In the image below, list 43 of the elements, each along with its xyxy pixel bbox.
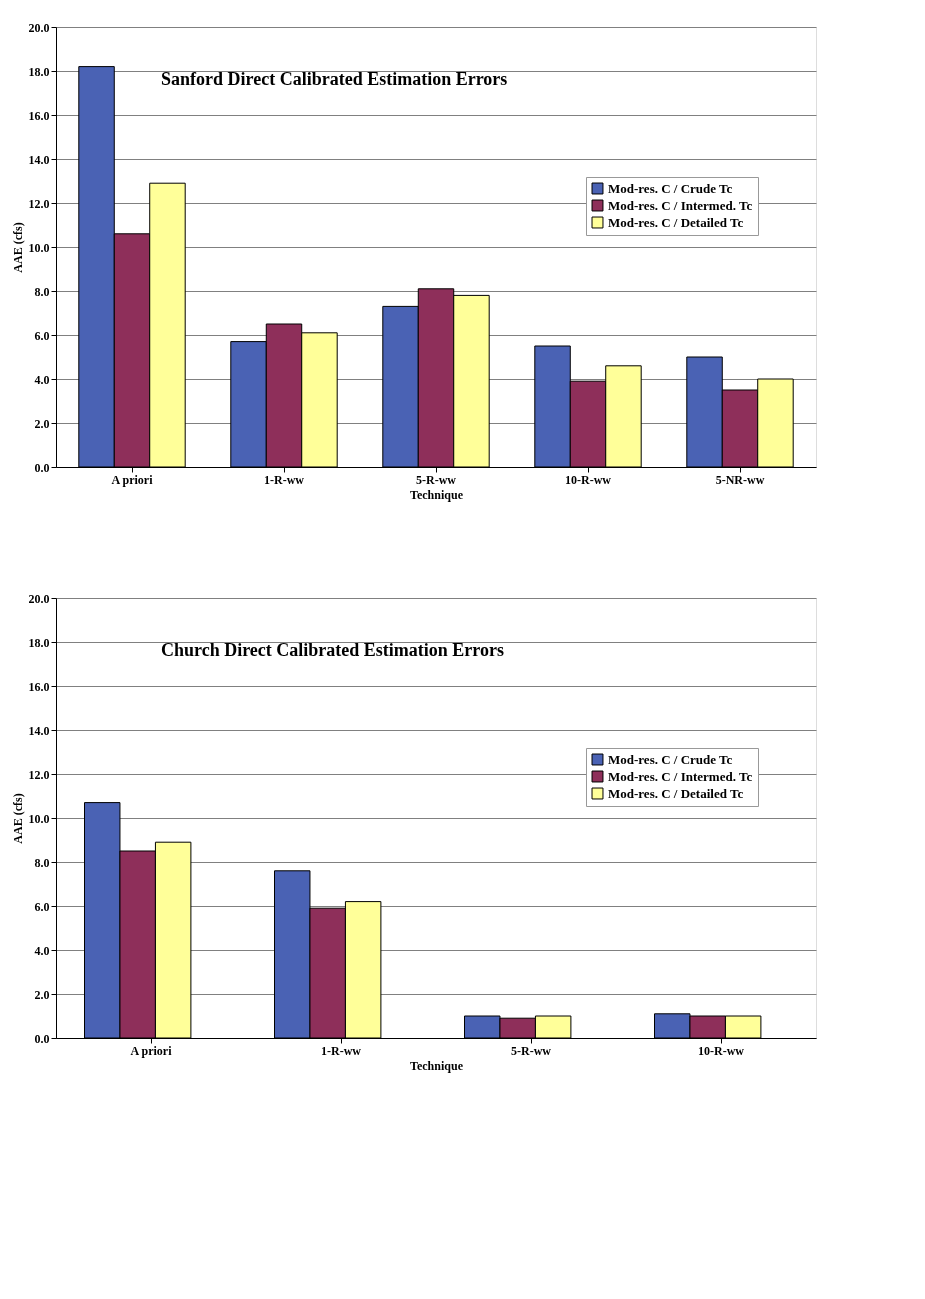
y-tick-label: 8.0 — [34, 284, 50, 299]
x-tick-label: 1-R-ww — [321, 1043, 362, 1058]
x-tick-label: 5-NR-ww — [715, 472, 765, 487]
x-axis-title: Technique — [410, 487, 464, 502]
y-tick-label: 12.0 — [28, 196, 50, 211]
x-tick-label: 10-R-ww — [565, 472, 612, 487]
y-axis-title: AAE (cfs) — [10, 793, 25, 844]
y-tick-label: 4.0 — [34, 372, 50, 387]
y-tick-label: 6.0 — [34, 899, 50, 914]
y-tick-label: 10.0 — [28, 240, 50, 255]
y-tick-label: 18.0 — [28, 635, 50, 650]
x-tick-label: A priori — [111, 472, 154, 487]
y-tick-label: 16.0 — [28, 679, 50, 694]
y-tick-label: 20.0 — [28, 591, 50, 606]
y-tick-label: 2.0 — [34, 416, 50, 431]
legend-label: Mod-res. C / Crude Tc — [608, 180, 733, 196]
y-tick-label: 0.0 — [34, 460, 50, 475]
text: Church Direct Calibrated Estimation Errors — [161, 639, 504, 660]
y-tick-label: 18.0 — [28, 64, 50, 79]
y-tick-label: 14.0 — [28, 723, 50, 738]
legend-label: Mod-res. C / Intermed. Tc — [608, 197, 753, 213]
x-tick-label: 5-R-ww — [416, 472, 457, 487]
legend-label: Mod-res. C / Crude Tc — [608, 751, 733, 767]
y-tick-label: 0.0 — [34, 1031, 50, 1046]
y-tick-label: 2.0 — [34, 987, 50, 1002]
y-tick-label: 4.0 — [34, 943, 50, 958]
x-tick-label: A priori — [130, 1043, 173, 1058]
legend-label: Mod-res. C / Detailed Tc — [608, 785, 744, 801]
y-tick-label: 8.0 — [34, 855, 50, 870]
x-tick-label: 5-R-ww — [511, 1043, 552, 1058]
y-tick-label: 20.0 — [28, 20, 50, 35]
legend-label: Mod-res. C / Intermed. Tc — [608, 768, 753, 784]
legend-label: Mod-res. C / Detailed Tc — [608, 214, 744, 230]
y-axis-title: AAE (cfs) — [10, 222, 25, 273]
y-tick-label: 16.0 — [28, 108, 50, 123]
x-tick-label: 1-R-ww — [264, 472, 305, 487]
x-axis-title: Technique — [410, 1058, 464, 1073]
y-tick-label: 14.0 — [28, 152, 50, 167]
text: Sanford Direct Calibrated Estimation Errors — [161, 68, 508, 89]
y-tick-label: 6.0 — [34, 328, 50, 343]
x-tick-label: 10-R-ww — [698, 1043, 745, 1058]
y-tick-label: 12.0 — [28, 767, 50, 782]
y-tick-label: 10.0 — [28, 811, 50, 826]
